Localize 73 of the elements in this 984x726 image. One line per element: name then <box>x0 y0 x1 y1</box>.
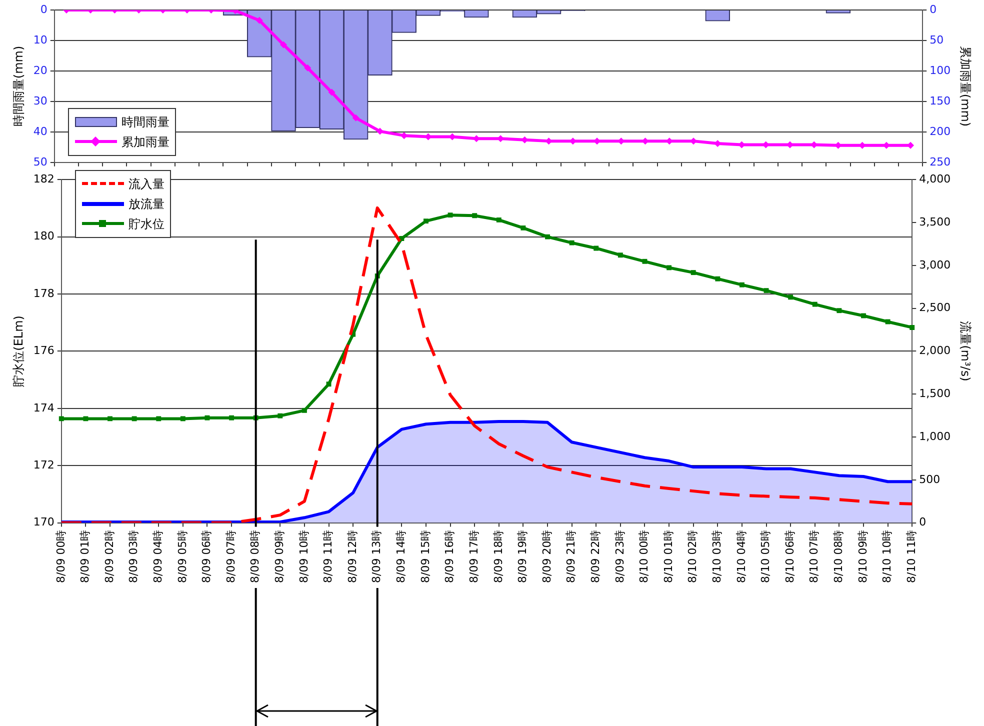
x-tick-label: 8/09 20時 <box>540 530 554 584</box>
y2-tick-label: 2,500 <box>919 301 951 314</box>
y2-tick-label: 100 <box>930 64 951 77</box>
y-tick-label: 20 <box>33 64 48 77</box>
x-tick-label: 8/10 02時 <box>686 530 700 584</box>
x-tick-label: 8/09 04時 <box>151 530 164 584</box>
y2-tick-label: 200 <box>930 124 951 138</box>
x-tick-label: 8/09 09時 <box>273 530 286 584</box>
x-tick-label: 8/10 00時 <box>638 530 651 584</box>
x-tick-label: 8/09 18時 <box>492 530 505 584</box>
x-tick-label: 8/09 08時 <box>248 530 262 584</box>
x-tick-label: 8/09 17時 <box>467 530 480 584</box>
x-tick-label: 8/09 01時 <box>78 530 92 584</box>
x-tick-label: 8/09 03時 <box>127 530 140 584</box>
x-tick-label: 8/09 12時 <box>346 530 359 584</box>
y-tick-label: 30 <box>33 94 48 108</box>
y-tick-label: 170 <box>33 516 54 529</box>
x-tick-label: 8/10 01時 <box>662 530 675 584</box>
y2-tick-label: 250 <box>930 155 951 168</box>
y-tick-label: 40 <box>33 124 48 138</box>
y-tick-label: 10 <box>33 33 48 46</box>
y-tick-label: 0 <box>40 2 48 16</box>
y-tick-label: 50 <box>33 155 48 168</box>
x-tick-label: 8/09 21時 <box>564 530 578 584</box>
legend-label: 時間雨量 <box>121 114 170 131</box>
y2-tick-label: 2,000 <box>919 344 951 358</box>
x-tick-label: 8/09 11時 <box>322 530 335 584</box>
x-tick-label: 8/10 07時 <box>808 530 821 584</box>
x-tick-label: 8/09 15時 <box>418 530 432 584</box>
y-tick-label: 178 <box>33 286 54 300</box>
y-tick-label: 172 <box>33 458 54 472</box>
x-tick-label: 8/09 19時 <box>516 530 530 584</box>
x-tick-label: 8/09 16時 <box>443 530 456 584</box>
y2-tick-label: 0 <box>930 2 937 16</box>
x-tick-label: 8/09 06時 <box>200 530 214 584</box>
legend-label: 累加雨量 <box>121 134 170 151</box>
y-tick-label: 174 <box>33 401 54 414</box>
y2-tick-label: 50 <box>930 33 944 46</box>
y-axis-title: 時間雨量(mm) <box>11 46 26 127</box>
x-tick-label: 8/10 09時 <box>856 530 870 584</box>
y2-tick-label: 4,000 <box>919 172 951 186</box>
x-tick-label: 8/10 03時 <box>710 530 724 584</box>
x-tick-label: 8/09 13時 <box>370 530 384 584</box>
y-tick-label: 176 <box>33 344 54 358</box>
x-tick-label: 8/09 22時 <box>588 530 602 584</box>
x-tick-label: 8/09 07時 <box>224 530 238 584</box>
x-tick-label: 8/09 05時 <box>176 530 189 584</box>
x-tick-label: 8/10 11時 <box>904 530 918 584</box>
legend-label: 流入量 <box>128 176 164 192</box>
x-tick-label: 8/09 14時 <box>394 530 408 584</box>
x-tick-label: 8/10 06時 <box>783 530 796 584</box>
y2-tick-label: 150 <box>930 94 951 108</box>
x-tick-label: 8/09 23時 <box>613 530 626 584</box>
y2-tick-label: 500 <box>919 472 940 486</box>
y2-tick-label: 1,500 <box>919 386 951 400</box>
y-tick-label: 182 <box>33 172 54 186</box>
x-tick-label: 8/10 08時 <box>832 530 846 584</box>
y2-tick-label: 3,500 <box>919 215 951 228</box>
legend-label: 放流量 <box>128 196 164 212</box>
y2-axis-title: 流量(m³/s) <box>958 321 973 382</box>
y2-tick-label: 3,000 <box>919 258 951 272</box>
x-tick-label: 8/09 10時 <box>297 530 310 584</box>
y-tick-label: 180 <box>33 230 54 243</box>
y2-axis-title: 累加雨量(mm) <box>958 46 973 127</box>
x-tick-label: 8/10 04時 <box>734 530 748 584</box>
y2-tick-label: 1,000 <box>919 430 951 443</box>
y-axis-title: 貯水位(ELm) <box>11 316 26 387</box>
x-tick-label: 8/10 05時 <box>759 530 772 584</box>
y2-tick-label: 0 <box>919 516 926 529</box>
x-tick-label: 8/09 00時 <box>54 530 68 584</box>
x-tick-label: 8/10 10時 <box>880 530 894 584</box>
x-tick-label: 8/09 02時 <box>102 530 116 584</box>
legend-label: 貯水位 <box>128 216 164 232</box>
